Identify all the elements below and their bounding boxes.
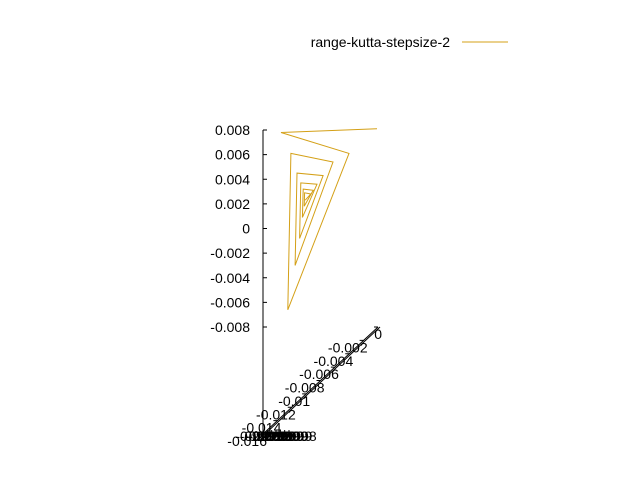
z-tick-label: -0.004 <box>210 270 250 286</box>
y-tick-label: 0 <box>374 326 382 342</box>
x-tick-label: -0.99999 <box>240 428 295 444</box>
legend: range-kutta-stepsize-2 <box>311 34 508 50</box>
y-tick-label: -0.004 <box>314 353 354 369</box>
x-tick-label: -0.99998 <box>235 428 290 444</box>
z-tick-label: -0.002 <box>210 245 250 261</box>
y-tick-label: -0.006 <box>299 366 339 382</box>
y-tick-label: -0.016 <box>227 433 267 449</box>
z-tick-label: 0.008 <box>215 122 250 138</box>
series-line <box>280 128 378 310</box>
y-axis-ticks: 0 -0.002-0.004-0.006-0.008-0.01-0.012 -0.0… <box>227 326 382 449</box>
y-tick-label: -0.002 <box>328 339 368 355</box>
y-tick-label: -0.01 <box>278 393 310 409</box>
x-tick-label: -0.99999 <box>253 428 308 444</box>
z-tick-label: 0 <box>242 221 250 237</box>
x-tick-label: -0.99998 <box>261 428 316 444</box>
z-tick-label: 0.002 <box>215 196 250 212</box>
y-tick-label: -0.008 <box>285 380 325 396</box>
x-tick-label: -0.99999 <box>248 428 303 444</box>
z-tick-label: 0.004 <box>215 171 250 187</box>
z-tick-label: -0.006 <box>210 294 250 310</box>
x-tick-label: -0.99999 <box>244 428 299 444</box>
z-tick-label: -0.008 <box>210 319 250 335</box>
z-tick-label: 0.006 <box>215 147 250 163</box>
legend-label: range-kutta-stepsize-2 <box>311 34 451 50</box>
x-axis-ticks: -0.99998-0.99999-0.99999-0.99999-0.99999… <box>235 428 316 444</box>
x-tick-label: -0.99999 <box>257 428 312 444</box>
y-tick-label: -0.012 <box>256 406 296 422</box>
z-axis-ticks: 0.008 0.006 0.004 0.002 0 -0.002 -0.004 -0.006 -… <box>210 122 267 335</box>
y-axis-line-back <box>264 326 381 435</box>
series-group <box>280 128 378 310</box>
